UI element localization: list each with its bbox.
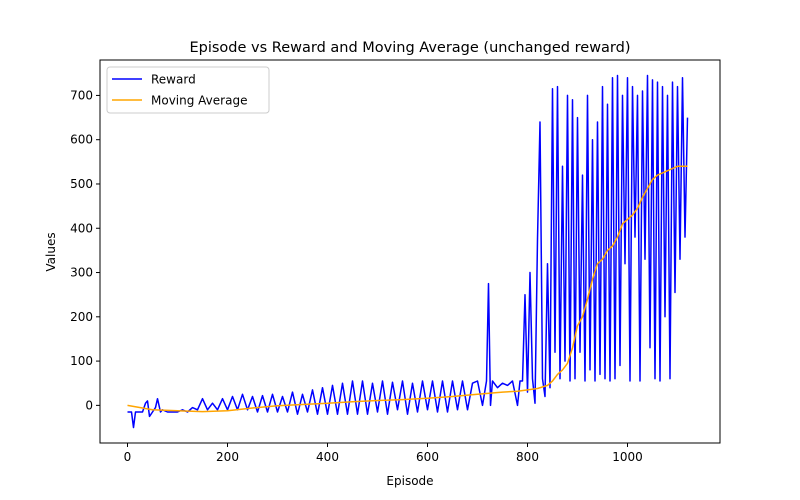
x-tick-label: 800 xyxy=(516,450,539,464)
legend-label-moving-average: Moving Average xyxy=(151,94,247,108)
series-line-reward xyxy=(127,74,689,429)
plot-area-frame xyxy=(99,59,721,444)
x-axis-label: Episode xyxy=(386,474,433,488)
legend-box xyxy=(106,66,270,114)
y-axis-label: Values xyxy=(44,232,58,271)
legend-label-reward: Reward xyxy=(151,73,196,87)
x-tick-label: 400 xyxy=(316,450,339,464)
y-tick-label: 100 xyxy=(70,354,93,368)
y-tick-label: 500 xyxy=(70,177,93,191)
y-tick-label: 400 xyxy=(70,221,93,235)
chart-title: Episode vs Reward and Moving Average (un… xyxy=(189,40,630,56)
y-tick-label: 700 xyxy=(70,88,93,102)
y-tick-label: 0 xyxy=(85,398,93,412)
series-line-moving-average xyxy=(127,165,688,413)
y-tick-label: 300 xyxy=(70,266,93,280)
x-tick-label: 0 xyxy=(124,450,132,464)
y-tick-label: 600 xyxy=(70,133,93,147)
x-tick-label: 200 xyxy=(216,450,239,464)
y-axis: 0 100 200 300 400 500 600 700 xyxy=(70,88,100,412)
x-tick-label: 1000 xyxy=(612,450,643,464)
x-tick-label: 600 xyxy=(416,450,439,464)
x-axis: 0 200 400 600 800 1000 xyxy=(124,443,643,464)
y-tick-label: 200 xyxy=(70,310,93,324)
legend: Reward Moving Average xyxy=(106,66,270,114)
